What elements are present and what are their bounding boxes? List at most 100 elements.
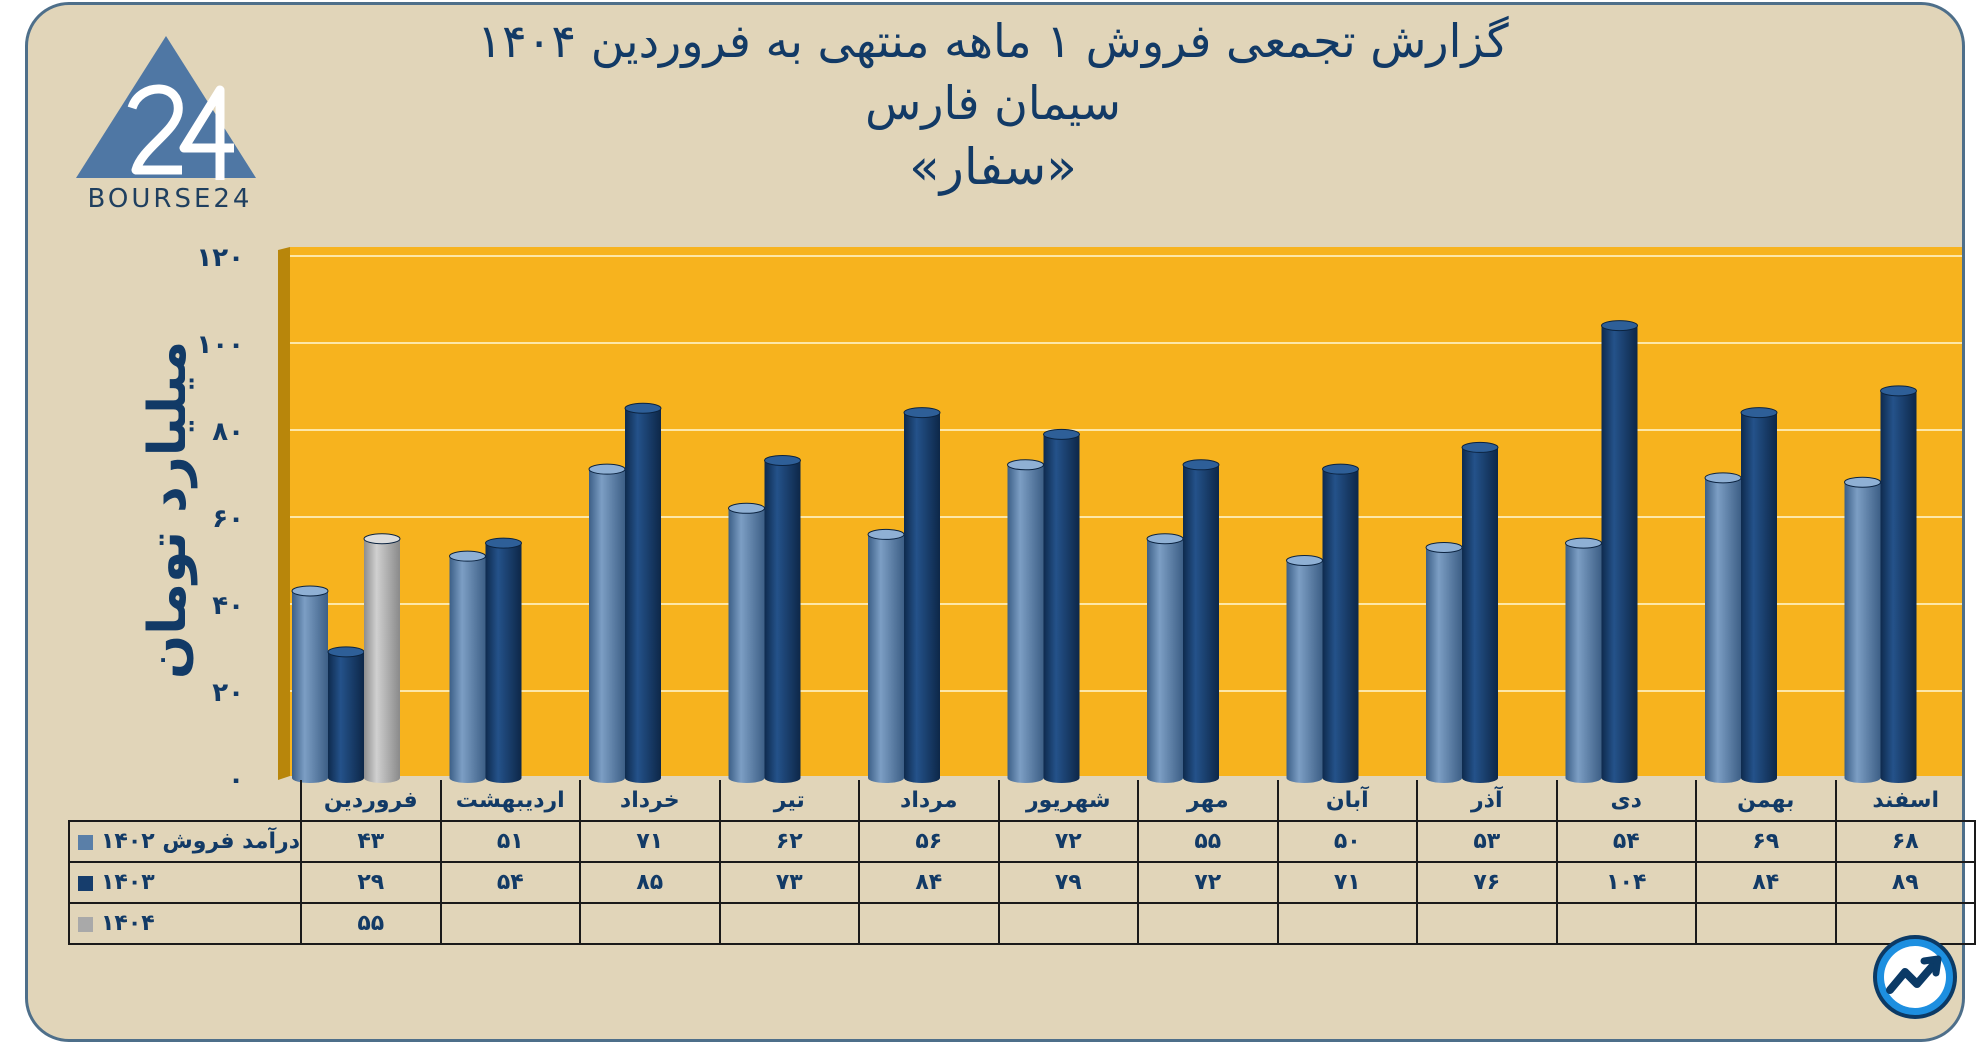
legend-entry: ۱۴۰۴	[68, 902, 302, 945]
bar-1402-body	[1565, 543, 1602, 778]
x-tick-label: تیر	[718, 780, 859, 822]
bar-1402	[1565, 537, 1602, 783]
bar-1402-cap	[1286, 555, 1323, 566]
legend-label: ۱۴۰۴	[101, 911, 155, 936]
data-label: ۵۰	[1276, 820, 1418, 863]
plot-side-wall	[278, 247, 290, 780]
legend-entry: ۱۴۰۳	[68, 861, 302, 904]
bar-chart: ۰ ۲۰ ۴۰ ۶۰ ۸۰ ۱۰۰ ۱۲۰	[196, 243, 1962, 790]
bar-1402-cap	[291, 585, 329, 597]
bar-1403-body	[1043, 434, 1080, 778]
x-tick-label: فروردین	[300, 780, 441, 822]
table-corner	[69, 780, 301, 821]
logo-text: BOURSE24	[87, 184, 253, 214]
x-tick-label: اردیبهشت	[439, 780, 580, 822]
bar-1402-body	[1286, 560, 1323, 778]
bar-1402	[1704, 472, 1742, 783]
bar-1402-cap	[449, 550, 486, 562]
legend-swatch	[78, 916, 93, 932]
bar-1402-body	[1705, 477, 1741, 778]
bar-1402-body	[1426, 547, 1462, 778]
bar-1402-body	[728, 508, 765, 778]
bar-1402-cap	[1704, 472, 1742, 484]
bar-1403-body	[485, 543, 522, 778]
bar-1402-cap	[728, 502, 765, 514]
bar-1403-cap	[1880, 385, 1917, 397]
bar-1402	[449, 550, 486, 783]
x-tick-label: اسفند	[1834, 780, 1975, 822]
data-label	[579, 902, 721, 945]
x-tick-label: آبان	[1276, 780, 1417, 822]
bar-1402-body	[1844, 482, 1881, 778]
data-label: ۷۲	[997, 820, 1139, 863]
bar-1403-body	[764, 460, 801, 778]
bar-1403-cap	[485, 537, 522, 549]
x-tick-label: مرداد	[858, 780, 999, 822]
x-tick-label: شهریور	[997, 780, 1138, 822]
bar-1403	[764, 454, 801, 783]
bar-1403	[1322, 463, 1359, 783]
data-label: ۴۳	[300, 820, 442, 863]
bar-1403	[327, 646, 365, 783]
y-tick-label: ۸۰	[212, 417, 244, 447]
bar-1403-cap	[1461, 441, 1499, 453]
data-label: ۷۳	[718, 861, 860, 904]
bar-1402-body	[1147, 538, 1183, 778]
bar-1403-cap	[903, 407, 941, 419]
data-label: ۸۴	[1695, 861, 1837, 904]
bar-1402	[728, 502, 765, 783]
data-label	[1276, 902, 1418, 945]
x-tick-label: آذر	[1416, 780, 1557, 822]
data-label: ۵۵	[1137, 820, 1279, 863]
bar-1404-cap	[363, 533, 401, 545]
bar-1403	[1461, 441, 1499, 783]
data-label: ۸۹	[1834, 861, 1976, 904]
bar-1403	[485, 537, 522, 783]
bar-1403-cap	[1601, 320, 1638, 332]
bar-1403-body	[1601, 325, 1638, 778]
bar-1403-cap	[1043, 428, 1080, 440]
legend-label: درآمد فروش ۱۴۰۲	[101, 829, 300, 854]
bar-1402-body	[292, 590, 328, 778]
table-row: ۱۴۰۴ ۵۵	[68, 902, 1976, 945]
bar-1403-cap	[624, 402, 662, 414]
data-label	[1555, 902, 1697, 945]
bar-1402	[1844, 476, 1881, 783]
x-tick-label: مهر	[1137, 780, 1278, 822]
data-label: ۷۱	[1276, 861, 1418, 904]
bar-1402-cap	[867, 528, 905, 540]
category-row: فروردین اردیبهشت خرداد تیر مرداد شهریور مهر آبا…	[69, 780, 1975, 822]
table-row: ۱۴۰۳ ۲۹ ۵۴ ۸۵ ۷۳ ۸۴ ۷۹ ۷۲ ۷۱ ۷۶ ۱۰۴ ۸۴ ۸۹	[68, 861, 1976, 904]
y-tick-label: ۲۰	[212, 678, 244, 708]
bar-1402-body	[449, 556, 486, 778]
bar-1402	[867, 528, 905, 783]
bar-1404	[363, 533, 401, 783]
bar-1402-body	[1007, 464, 1044, 778]
bar-1403	[1182, 459, 1220, 783]
y-tick-label: ۴۰	[212, 591, 244, 621]
data-label: ۶۸	[1834, 820, 1976, 863]
bar-1402	[1146, 533, 1184, 783]
y-tick-label: ۶۰	[212, 504, 244, 534]
data-label	[718, 902, 860, 945]
bourse24-logo-icon	[76, 36, 256, 180]
data-label: ۵۶	[858, 820, 1000, 863]
bar-1403-body	[1880, 390, 1917, 778]
bar-1402-cap	[1146, 533, 1184, 545]
bar-1403-body	[904, 412, 940, 778]
bar-1403	[1043, 428, 1080, 783]
bar-1402-cap	[1844, 476, 1881, 488]
bar-1403-cap	[1182, 459, 1220, 471]
data-label: ۵۱	[439, 820, 581, 863]
plot-area	[290, 247, 1962, 776]
ticker-symbol: «سفار»	[909, 138, 1077, 196]
legend-label: ۱۴۰۳	[101, 870, 155, 895]
bar-1402	[1286, 555, 1323, 783]
bar-1403-body	[1183, 464, 1219, 778]
y-tick-label: ۰	[228, 765, 244, 790]
bar-1402	[291, 585, 329, 783]
data-label: ۶۹	[1695, 820, 1837, 863]
bar-1402-cap	[588, 463, 626, 475]
data-label	[1695, 902, 1837, 945]
bar-1402	[588, 463, 626, 783]
